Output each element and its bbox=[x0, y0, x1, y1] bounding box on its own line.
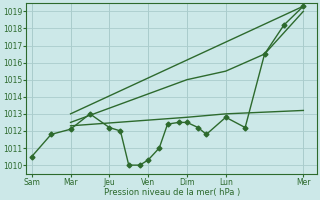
X-axis label: Pression niveau de la mer( hPa ): Pression niveau de la mer( hPa ) bbox=[104, 188, 240, 197]
